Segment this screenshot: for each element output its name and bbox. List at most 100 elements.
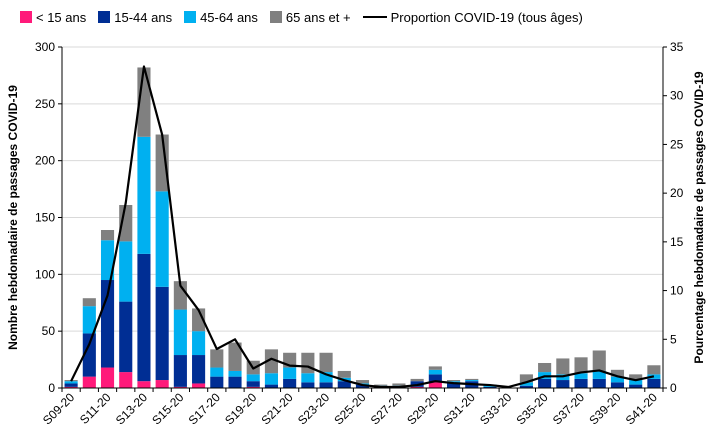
bar-segment xyxy=(574,357,588,374)
legend-label-proportion: Proportion COVID-19 (tous âges) xyxy=(390,9,583,25)
bar-segment xyxy=(610,376,625,383)
bar-segment xyxy=(137,253,151,382)
bar-segment xyxy=(246,381,260,387)
bar-segment xyxy=(246,386,260,388)
x-tick-label: S15-20 xyxy=(149,390,186,427)
y-tick-label-right: 35 xyxy=(670,40,684,54)
x-tick-label: S11-20 xyxy=(77,390,114,427)
bar-segment xyxy=(519,385,533,388)
bar-segment xyxy=(447,380,461,382)
bar-segment xyxy=(410,378,424,382)
legend-item-65plus: 65 ans et + xyxy=(269,9,351,25)
bar-segment xyxy=(374,384,388,386)
bar-segment xyxy=(264,373,278,385)
bar-segment xyxy=(610,369,625,377)
bar-segment xyxy=(192,308,206,332)
legend: < 15 ans 15-44 ans 45-64 ans 65 ans et +… xyxy=(20,7,595,27)
x-tick-label: S37-20 xyxy=(550,390,587,427)
bar-segment xyxy=(538,362,552,373)
bar-segment xyxy=(264,349,278,374)
bar-segment xyxy=(283,378,297,388)
bar-segment xyxy=(192,383,206,388)
legend-item-under15: < 15 ans xyxy=(20,10,86,25)
bar-segment xyxy=(301,352,315,374)
bar-segment xyxy=(100,367,115,388)
legend-label-under15: < 15 ans xyxy=(36,9,87,25)
x-tick-label: S33-20 xyxy=(477,390,514,427)
bar-segment xyxy=(556,358,570,375)
bar-segment xyxy=(228,342,242,371)
bar-segment xyxy=(100,230,115,241)
legend-item-proportion: Proportion COVID-19 (tous âges) xyxy=(362,9,583,25)
bar-segment xyxy=(155,286,169,381)
bar-segment xyxy=(210,367,224,377)
bar-segment xyxy=(337,370,351,378)
bar-segment xyxy=(428,374,442,383)
legend-swatch-65plus xyxy=(269,11,282,23)
bar-segment xyxy=(556,380,570,388)
legend-item-15-44: 15-44 ans xyxy=(98,10,172,25)
bar-segment xyxy=(192,331,206,356)
bar-segment xyxy=(538,378,552,388)
bar-segment xyxy=(428,382,442,388)
bar-segment xyxy=(355,380,370,384)
bar-segment xyxy=(64,383,78,387)
legend-label-45-64: 45-64 ans xyxy=(200,9,258,25)
bar-segment xyxy=(173,309,187,356)
bar-segment xyxy=(119,241,133,302)
bar-segment xyxy=(228,376,242,388)
bar-segment xyxy=(319,372,333,383)
proportion-line xyxy=(70,65,655,389)
x-tick-label: S41-20 xyxy=(623,390,660,427)
bar-segment xyxy=(264,384,278,388)
bar-segment xyxy=(428,366,442,370)
x-tick-label: S09-20 xyxy=(40,390,77,427)
bar-segment xyxy=(82,333,96,377)
x-tick-label: S21-20 xyxy=(259,390,296,427)
y-tick-label-right: 0 xyxy=(670,381,677,395)
bar-segment xyxy=(319,352,333,373)
y-axis-title-left: Nombre hebdomadaire de passages COVID-19 xyxy=(6,85,20,350)
bar-segment xyxy=(629,384,643,388)
legend-label-65plus: 65 ans et + xyxy=(285,9,351,25)
bar-segment xyxy=(64,386,78,388)
bar-segment xyxy=(574,373,588,379)
bar-segment xyxy=(647,378,661,388)
y-tick-label-left: 150 xyxy=(35,211,55,225)
legend-line-proportion xyxy=(362,16,387,18)
bar-segment xyxy=(210,349,224,368)
bar-segment xyxy=(155,380,169,388)
bar-segment xyxy=(428,369,442,375)
y-tick-label-left: 100 xyxy=(35,267,55,281)
x-tick-label: S27-20 xyxy=(368,390,405,427)
bar-segment xyxy=(192,355,206,384)
bar-segment xyxy=(301,373,315,383)
legend-item-45-64: 45-64 ans xyxy=(184,10,258,25)
bar-segment xyxy=(228,370,242,377)
bar-segment xyxy=(155,134,169,192)
bar-segment xyxy=(483,386,497,388)
bar-segment xyxy=(210,376,224,388)
x-tick-label: S31-20 xyxy=(441,390,478,427)
bar-segment xyxy=(410,386,424,388)
bar-segment xyxy=(592,350,606,371)
bar-segment xyxy=(173,386,187,388)
y-tick-label-right: 25 xyxy=(670,137,684,151)
bar-segment xyxy=(319,382,333,388)
y-tick-label-right: 10 xyxy=(670,284,684,298)
bar-segment xyxy=(629,380,643,385)
bar-segment xyxy=(64,381,78,384)
bar-segment xyxy=(337,381,351,388)
bar-segment xyxy=(647,365,661,375)
y-tick-label-left: 200 xyxy=(35,154,55,168)
bar-segment xyxy=(629,374,643,381)
bar-segment xyxy=(465,380,479,382)
bar-segment xyxy=(519,382,533,386)
bar-segment xyxy=(82,376,96,388)
bar-segment xyxy=(119,301,133,373)
x-tick-label: S13-20 xyxy=(113,390,150,427)
bar-segment xyxy=(137,136,151,254)
legend-swatch-15-44 xyxy=(98,11,111,23)
bar-segment xyxy=(519,374,533,383)
